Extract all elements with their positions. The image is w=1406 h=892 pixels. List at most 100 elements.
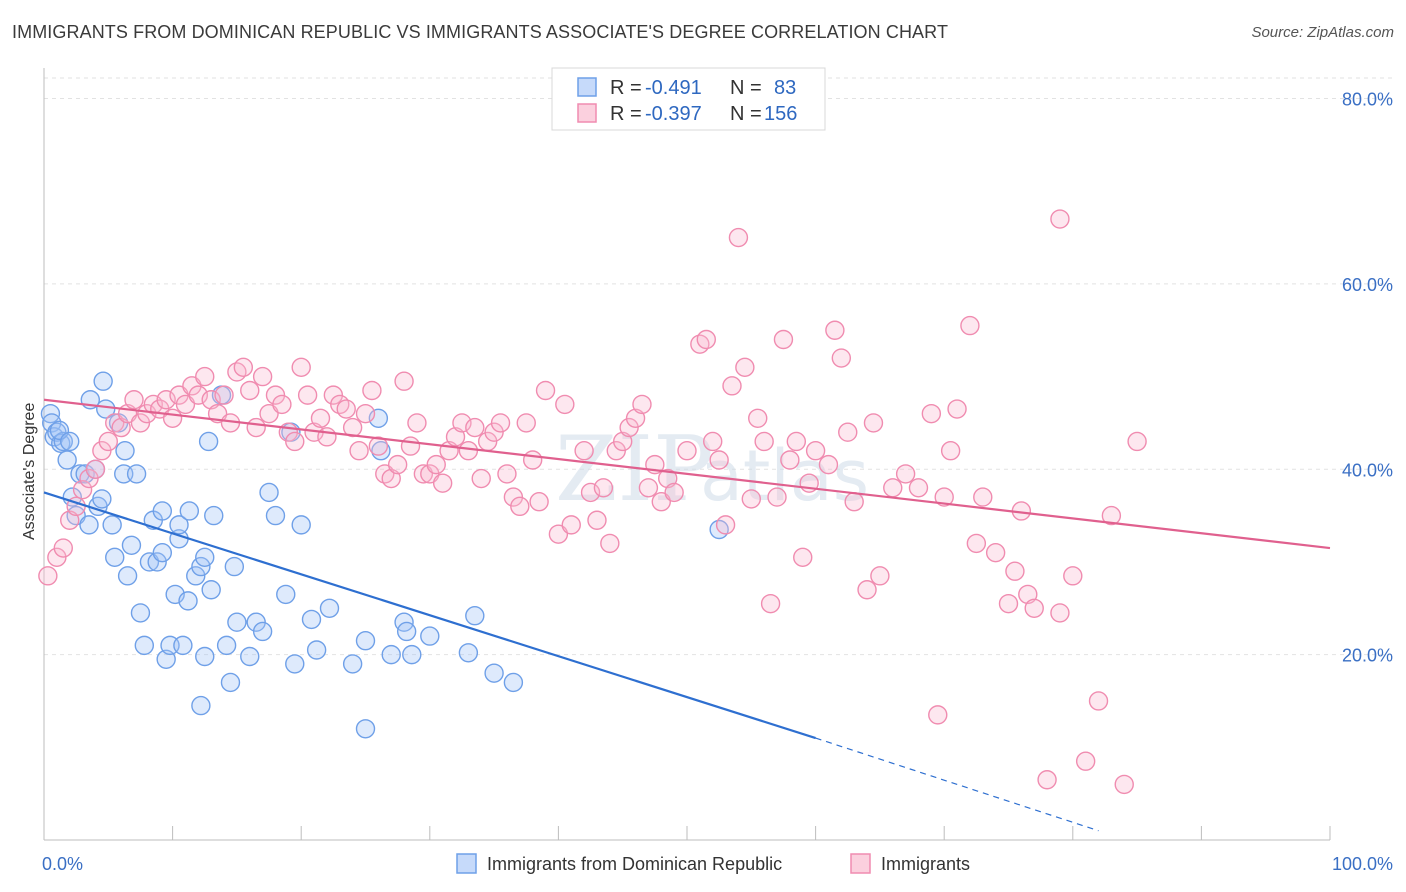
point-dominican (240, 646, 260, 667)
point-immigrants (793, 547, 813, 568)
point-immigrants (471, 468, 491, 489)
x-tick-label-max: 100.0% (1332, 854, 1393, 874)
point-immigrants (407, 413, 427, 433)
point-immigrants (400, 436, 421, 456)
point-immigrants (162, 408, 183, 428)
legend-swatch-dominican (577, 77, 597, 97)
point-dominican (130, 603, 151, 623)
point-immigrants (1114, 774, 1134, 795)
point-dominican (355, 719, 376, 739)
point-dominican (355, 631, 376, 651)
point-dominican (503, 672, 524, 693)
trend-line-immigrants (43, 398, 1331, 550)
point-immigrants (53, 538, 73, 558)
point-immigrants (973, 487, 993, 507)
point-dominican (115, 441, 135, 461)
point-immigrants (928, 705, 948, 725)
point-immigrants (458, 441, 479, 461)
point-dominican (152, 542, 173, 563)
series-dominican-points (40, 371, 729, 739)
trend-lines (43, 398, 1331, 832)
point-immigrants (767, 487, 787, 507)
point-immigrants (722, 376, 742, 396)
point-immigrants (728, 227, 749, 248)
point-immigrants (863, 413, 884, 433)
point-dominican (169, 515, 189, 535)
point-immigrants (1037, 770, 1057, 790)
point-immigrants (760, 593, 781, 614)
point-immigrants (895, 464, 916, 484)
point-dominican (96, 399, 116, 419)
legend-r-value-1: -0.491 (645, 77, 702, 99)
point-immigrants (195, 366, 215, 387)
point-immigrants (908, 478, 929, 498)
series-immigrants-points (38, 209, 1147, 795)
point-immigrants (921, 403, 942, 424)
legend-n-label-1: N = (730, 77, 762, 99)
point-dominican (204, 505, 224, 526)
point-immigrants (297, 385, 318, 405)
point-immigrants (600, 533, 620, 554)
y-axis-label: Associate's Degree (21, 403, 38, 540)
point-dominican (191, 695, 211, 716)
legend-r-label-2: R = (610, 103, 642, 125)
source-credit: Source: ZipAtlas.com (1251, 24, 1394, 41)
point-dominican (152, 501, 173, 521)
legend-n-value-2: 156 (764, 103, 797, 125)
point-immigrants (638, 478, 659, 498)
point-dominican (134, 635, 155, 656)
point-dominican (93, 371, 113, 391)
point-dominican (195, 646, 215, 667)
chart-title: IMMIGRANTS FROM DOMINICAN REPUBLIC VS IM… (12, 22, 949, 42)
trend-line-dominican-extension (815, 737, 1099, 832)
point-immigrants (1050, 603, 1070, 623)
point-dominican (252, 621, 273, 642)
point-dominican (102, 515, 122, 535)
point-immigrants (780, 450, 800, 470)
point-immigrants (510, 496, 530, 517)
point-dominican (179, 501, 200, 521)
series-legend-label-dominican: Immigrants from Dominican Republic (487, 854, 782, 874)
point-immigrants (272, 394, 292, 415)
point-dominican (173, 635, 193, 656)
series-legend-swatch-immigrants (850, 853, 871, 874)
point-immigrants (748, 408, 768, 428)
point-immigrants (696, 329, 716, 350)
point-immigrants (593, 478, 614, 498)
point-dominican (79, 515, 99, 535)
point-immigrants (98, 431, 119, 452)
trend-line-dominican (43, 491, 816, 740)
point-dominican (105, 547, 125, 568)
point-immigrants (432, 473, 453, 493)
point-immigrants (124, 390, 144, 410)
point-immigrants (38, 566, 58, 586)
point-dominican (92, 489, 112, 509)
point-dominican (70, 464, 90, 484)
point-dominican (201, 580, 221, 600)
point-immigrants (240, 380, 260, 401)
axes: 20.0% 40.0% 60.0% 80.0% 0.0% 100.0% (42, 68, 1393, 874)
point-immigrants (960, 315, 980, 336)
point-immigrants (233, 357, 254, 378)
point-immigrants (998, 593, 1019, 614)
point-immigrants (1088, 691, 1109, 711)
point-immigrants (709, 450, 729, 470)
point-immigrants (947, 399, 967, 419)
point-immigrants (1101, 505, 1122, 526)
point-immigrants (426, 454, 446, 475)
point-dominican (285, 654, 305, 674)
point-immigrants (252, 366, 273, 387)
point-dominican (195, 547, 215, 568)
point-immigrants (285, 431, 305, 452)
point-immigrants (555, 394, 575, 415)
point-immigrants (831, 348, 852, 368)
point-immigrants (1005, 561, 1025, 581)
point-immigrants (310, 408, 331, 428)
point-immigrants (535, 380, 556, 401)
point-immigrants (394, 371, 414, 391)
point-dominican (458, 643, 479, 663)
point-immigrants (857, 580, 877, 600)
point-immigrants (883, 478, 903, 498)
point-immigrants (355, 403, 376, 424)
